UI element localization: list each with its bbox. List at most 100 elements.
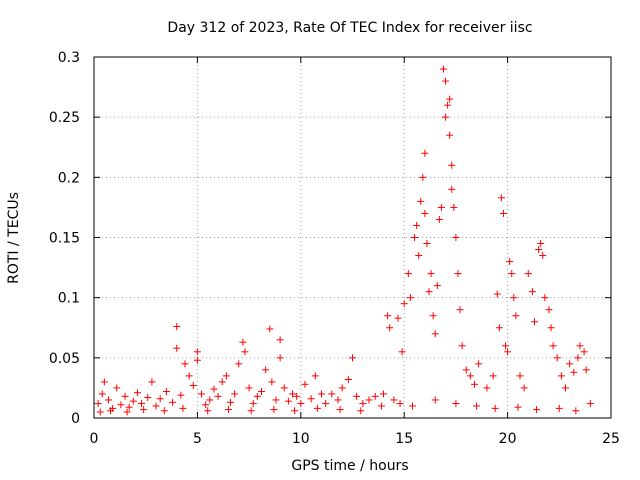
data-point — [198, 390, 206, 398]
data-point — [328, 390, 336, 398]
data-point — [185, 372, 193, 380]
data-point — [204, 407, 212, 415]
data-point — [530, 318, 538, 326]
x-tick-label: 15 — [395, 431, 413, 447]
y-axis-label: ROTI / TECUs — [6, 192, 22, 284]
data-point — [491, 404, 499, 412]
data-point — [94, 400, 102, 408]
data-point — [162, 388, 170, 396]
data-point — [226, 398, 234, 406]
data-point — [423, 240, 431, 248]
data-point — [258, 388, 266, 396]
data-point — [411, 234, 419, 241]
data-point — [202, 401, 210, 409]
data-point — [311, 372, 319, 380]
data-point — [528, 288, 536, 296]
data-point — [425, 288, 433, 296]
data-point — [419, 173, 427, 181]
data-point — [456, 306, 464, 314]
data-point — [193, 356, 201, 364]
data-point — [276, 336, 284, 344]
data-point — [400, 300, 408, 308]
data-point — [377, 402, 385, 410]
data-point — [253, 392, 261, 400]
data-point — [572, 407, 580, 415]
data-point — [483, 384, 491, 392]
data-point — [502, 342, 510, 350]
data-point — [499, 209, 507, 217]
data-point — [396, 400, 404, 408]
grid — [94, 57, 611, 418]
data-point — [439, 65, 447, 73]
data-point — [210, 385, 218, 393]
data-point — [537, 240, 545, 248]
data-point — [206, 396, 214, 404]
data-point — [384, 312, 392, 320]
data-point — [336, 406, 344, 414]
x-tick-label: 5 — [193, 431, 202, 447]
data-point — [117, 401, 125, 409]
x-tick-label: 20 — [499, 431, 517, 447]
data-point — [466, 372, 474, 380]
data-point — [404, 270, 412, 278]
data-point — [293, 392, 301, 400]
data-point — [148, 378, 156, 386]
data-point — [380, 390, 388, 398]
data-point — [268, 378, 276, 386]
data-point — [173, 344, 181, 352]
data-points — [94, 65, 594, 416]
data-point — [435, 215, 443, 223]
y-tick-label: 0.3 — [58, 50, 80, 66]
data-point — [514, 403, 522, 411]
data-point — [125, 403, 133, 411]
data-point — [442, 77, 450, 85]
data-point — [508, 270, 516, 278]
data-point — [272, 396, 280, 404]
data-point — [510, 294, 518, 302]
data-point — [566, 360, 574, 368]
data-point — [160, 407, 168, 415]
data-point — [98, 390, 106, 398]
data-point — [189, 382, 197, 390]
y-tick-labels: 0 0.05 0.1 0.15 0.2 0.25 0.3 — [49, 50, 80, 427]
data-point — [262, 366, 270, 374]
y-tick-label: 0.2 — [58, 170, 80, 186]
data-point — [241, 348, 249, 356]
data-point — [152, 402, 160, 410]
data-point — [231, 390, 239, 398]
data-point — [371, 392, 379, 400]
data-point — [222, 372, 230, 380]
data-point — [448, 185, 456, 193]
data-point — [512, 312, 520, 320]
data-point — [123, 408, 131, 416]
data-point — [113, 384, 121, 392]
data-point — [497, 194, 505, 202]
data-point — [421, 149, 429, 157]
data-point — [408, 402, 416, 410]
data-point — [301, 380, 309, 388]
data-point — [524, 270, 532, 278]
data-point — [489, 372, 497, 380]
data-point — [475, 360, 483, 368]
data-point — [121, 392, 129, 400]
data-point — [289, 390, 297, 398]
data-point — [555, 404, 563, 412]
data-point — [177, 391, 185, 399]
data-point — [431, 396, 439, 404]
data-point — [353, 392, 361, 400]
data-point — [413, 221, 421, 229]
y-tick-label: 0.05 — [49, 351, 80, 367]
data-point — [280, 384, 288, 392]
data-point — [173, 323, 181, 331]
data-point — [574, 354, 582, 362]
data-point — [394, 314, 402, 322]
data-point — [541, 294, 549, 302]
data-point — [504, 348, 512, 356]
y-tick-label: 0.25 — [49, 110, 80, 126]
data-point — [458, 342, 466, 350]
data-point — [144, 394, 152, 402]
data-point — [96, 408, 104, 416]
data-point — [448, 161, 456, 169]
data-point — [493, 290, 501, 298]
